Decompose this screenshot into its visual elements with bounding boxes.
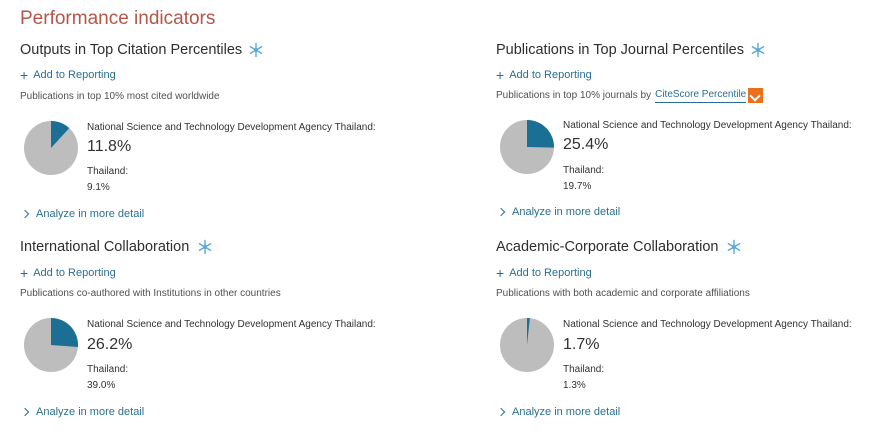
plus-icon: +: [20, 66, 29, 83]
page-title: Performance indicators: [20, 8, 216, 29]
panel-international-collaboration: International Collaboration + Add to Rep…: [20, 239, 400, 435]
org-label: National Science and Technology Developm…: [563, 319, 852, 330]
country-value: 19.7%: [563, 181, 592, 192]
pie-highlight-slice: [527, 120, 554, 148]
country-value: 39.0%: [87, 380, 116, 391]
panel-title: Academic-Corporate Collaboration: [496, 239, 742, 255]
panel-description: Publications in top 10% most cited world…: [20, 91, 220, 102]
country-label: Thailand:: [87, 166, 129, 177]
panel-title: Publications in Top Journal Percentiles: [496, 42, 766, 58]
panel-title: International Collaboration: [20, 239, 213, 255]
org-value: 11.8%: [87, 138, 132, 155]
panel-description: Publications with both academic and corp…: [496, 288, 750, 299]
snowball-icon[interactable]: [750, 42, 766, 58]
panel-description: Publications co-authored with Institutio…: [20, 288, 281, 299]
add-to-reporting-link[interactable]: + Add to Reporting: [496, 66, 592, 83]
snowball-icon[interactable]: [726, 239, 742, 255]
chevron-right-icon: [496, 407, 506, 417]
plus-icon: +: [496, 66, 505, 83]
country-value: 9.1%: [87, 182, 110, 193]
pie-highlight-slice: [51, 121, 70, 148]
panel-title: Outputs in Top Citation Percentiles: [20, 42, 264, 58]
snowball-icon[interactable]: [197, 239, 213, 255]
plus-icon: +: [20, 264, 29, 281]
plus-icon: +: [496, 264, 505, 281]
add-to-reporting-link[interactable]: + Add to Reporting: [20, 66, 116, 83]
org-value: 25.4%: [563, 136, 609, 153]
org-label: National Science and Technology Developm…: [87, 319, 376, 330]
chevron-down-icon[interactable]: [748, 88, 764, 103]
panel-description: Publications in top 10% journals by Cite…: [496, 88, 764, 103]
panel-top-citation-percentiles: Outputs in Top Citation Percentiles + Ad…: [20, 42, 400, 242]
country-value: 1.3%: [563, 380, 586, 391]
country-label: Thailand:: [87, 364, 129, 375]
pie-chart: [24, 121, 78, 175]
snowball-icon[interactable]: [248, 42, 264, 58]
add-to-reporting-link[interactable]: + Add to Reporting: [496, 264, 592, 281]
analyze-link[interactable]: Analyze in more detail: [496, 406, 620, 418]
pie-highlight-slice: [51, 318, 78, 348]
pie-highlight-slice: [527, 317, 530, 345]
chevron-right-icon: [20, 407, 30, 417]
panel-top-journal-percentiles: Publications in Top Journal Percentiles …: [496, 42, 869, 242]
analyze-link[interactable]: Analyze in more detail: [20, 208, 144, 220]
chevron-right-icon: [20, 209, 30, 219]
org-value: 1.7%: [563, 336, 600, 353]
metric-selector[interactable]: CiteScore Percentile: [655, 89, 747, 103]
chevron-right-icon: [496, 207, 506, 217]
analyze-link[interactable]: Analyze in more detail: [20, 406, 144, 418]
pie-chart: [500, 120, 554, 174]
pie-chart: [500, 317, 554, 372]
org-label: National Science and Technology Developm…: [563, 120, 852, 131]
country-label: Thailand:: [563, 165, 605, 176]
org-value: 26.2%: [87, 336, 133, 353]
pie-chart: [24, 318, 78, 372]
analyze-link[interactable]: Analyze in more detail: [496, 206, 620, 218]
org-label: National Science and Technology Developm…: [87, 122, 376, 133]
add-to-reporting-link[interactable]: + Add to Reporting: [20, 264, 116, 281]
panel-academic-corporate-collaboration: Academic-Corporate Collaboration + Add t…: [496, 239, 869, 435]
country-label: Thailand:: [563, 364, 605, 375]
